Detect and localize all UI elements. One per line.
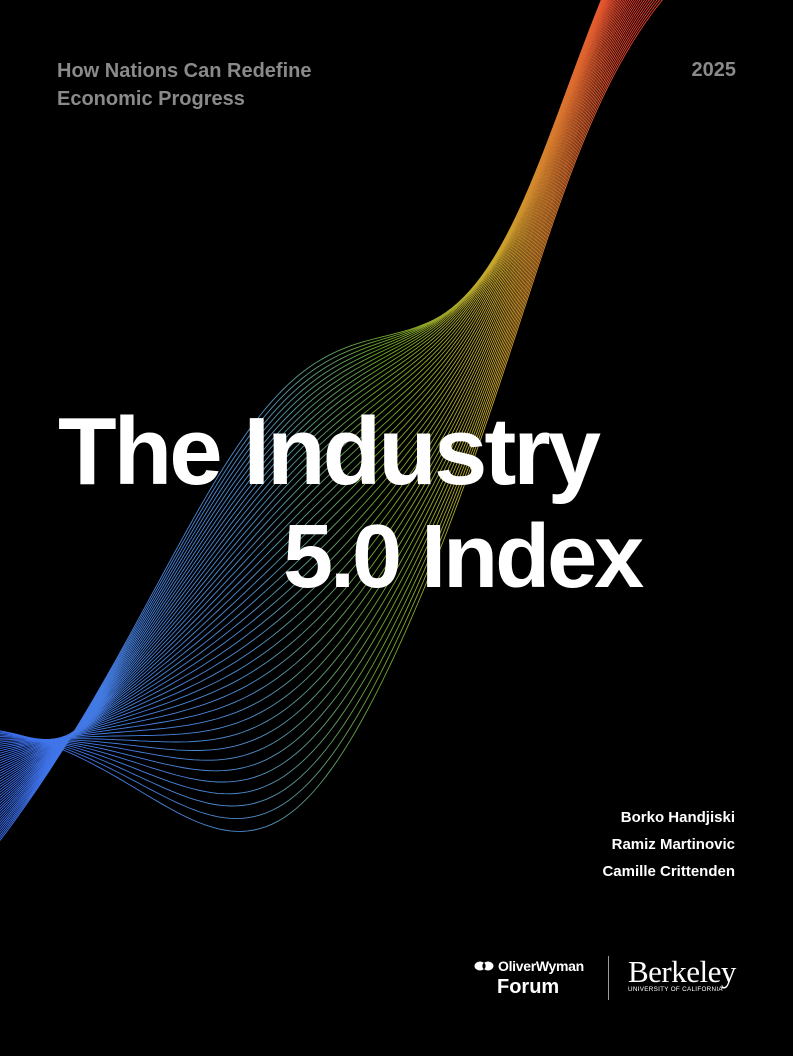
wave-line bbox=[0, 0, 615, 785]
wave-line bbox=[0, 0, 625, 766]
author-name: Borko Handjiski bbox=[620, 809, 735, 826]
wave-line bbox=[0, 0, 612, 791]
wave-line bbox=[0, 0, 663, 832]
subtitle-line-2: Economic Progress bbox=[57, 88, 245, 110]
berkeley-subtitle: UNIVERSITY OF CALIFORNIA bbox=[628, 986, 723, 993]
wave-line bbox=[0, 0, 646, 751]
wave-line bbox=[0, 0, 616, 782]
wave-line bbox=[0, 0, 655, 795]
wave-line bbox=[0, 0, 648, 761]
wave-line bbox=[0, 0, 606, 809]
wave-line bbox=[0, 0, 606, 807]
wave-line bbox=[0, 0, 603, 839]
wave-line bbox=[0, 0, 624, 769]
subtitle-line-1: How Nations Can Redefine bbox=[57, 60, 312, 82]
wave-line bbox=[0, 0, 641, 747]
author-name: Ramiz Martinovic bbox=[611, 836, 735, 853]
wave-line bbox=[0, 0, 661, 820]
wave-line bbox=[0, 0, 603, 826]
wave-line bbox=[0, 0, 617, 780]
wave-line bbox=[0, 0, 608, 801]
berkeley-wordmark: Berkeley bbox=[628, 954, 736, 989]
wave-line bbox=[0, 0, 604, 818]
wave-line bbox=[0, 0, 622, 772]
author-name: Camille Crittenden bbox=[602, 863, 735, 880]
wave-line bbox=[0, 0, 650, 772]
wave-line bbox=[0, 0, 643, 745]
oliver-wyman-forum-logo: OliverWyman Forum bbox=[474, 958, 584, 999]
wave-line bbox=[0, 0, 637, 752]
title-line-2: 5.0 Index bbox=[283, 507, 644, 607]
wave-line bbox=[0, 0, 635, 754]
report-subtitle: How Nations Can Redefine Economic Progre… bbox=[57, 57, 311, 113]
title-line-1: The Industry bbox=[58, 398, 601, 505]
wave-line bbox=[0, 0, 611, 793]
wave-line bbox=[0, 0, 620, 774]
wave-line bbox=[0, 0, 603, 842]
wave-line bbox=[0, 0, 602, 828]
wave-line bbox=[0, 0, 607, 804]
wave-line bbox=[0, 0, 633, 757]
wave-line bbox=[0, 0, 609, 799]
wave-line bbox=[0, 0, 603, 820]
wave-line bbox=[0, 0, 610, 796]
wave-line bbox=[0, 0, 658, 807]
wave-line bbox=[0, 0, 627, 764]
wave-line bbox=[0, 0, 619, 777]
wave-line bbox=[0, 0, 605, 812]
author-list: Borko Handjiski Ramiz Martinovic Camille… bbox=[602, 807, 735, 888]
wave-line bbox=[0, 0, 639, 749]
report-year: 2025 bbox=[691, 59, 737, 81]
wave-line bbox=[0, 0, 629, 761]
wave-line bbox=[0, 0, 613, 788]
wave-line bbox=[0, 0, 602, 834]
wave-line bbox=[0, 0, 631, 759]
wave-line bbox=[0, 0, 603, 823]
oliver-wyman-mark-icon bbox=[474, 961, 494, 971]
berkeley-logo: Berkeley UNIVERSITY OF CALIFORNIA bbox=[628, 954, 736, 994]
forum-wordmark: Forum bbox=[497, 976, 560, 998]
logo-divider bbox=[608, 956, 609, 1000]
wave-line bbox=[0, 0, 602, 831]
oliver-wyman-wordmark: OliverWyman bbox=[498, 958, 584, 974]
wave-line bbox=[0, 0, 653, 783]
wave-line bbox=[0, 0, 602, 836]
wave-line bbox=[0, 0, 604, 815]
